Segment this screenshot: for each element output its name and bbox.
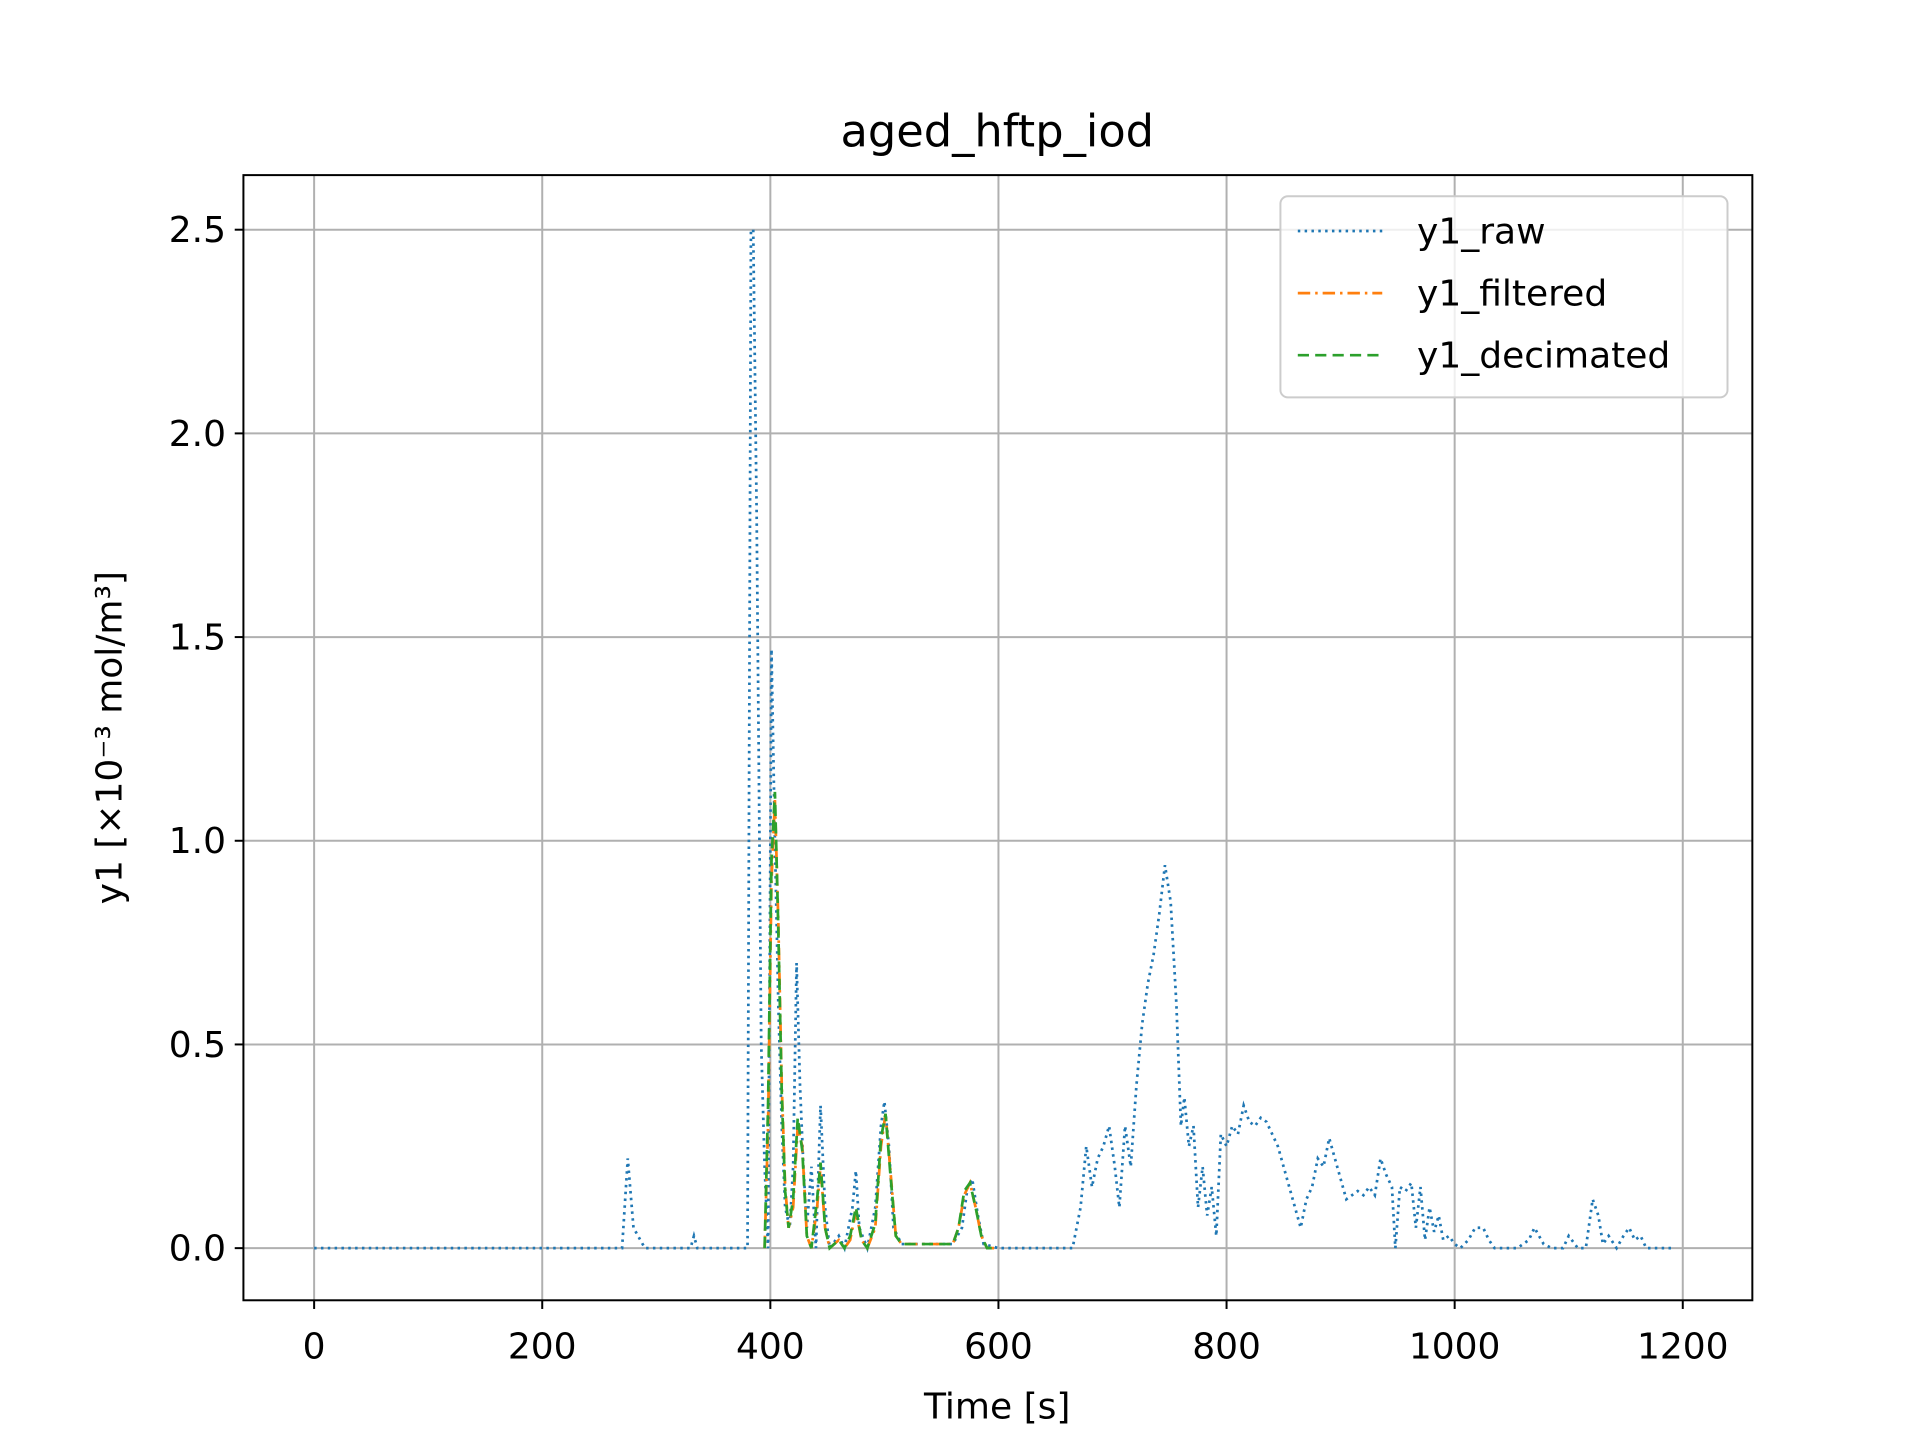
y-tick-label: 0.5: [169, 1025, 226, 1066]
x-tick-label: 600: [964, 1327, 1033, 1368]
legend-label: y1_filtered: [1417, 274, 1607, 315]
series-line: [763, 791, 996, 1252]
x-tick-label: 200: [508, 1327, 577, 1368]
y-tick-label: 2.0: [169, 414, 226, 455]
y-tick-label: 1.5: [169, 617, 226, 658]
y-axis-label: y1 [×10⁻³ mol/m³]: [90, 571, 131, 904]
plot-frame: [242, 174, 1754, 1302]
x-axis-label: Time [s]: [923, 1386, 1070, 1427]
y-tick-label: 0.0: [169, 1229, 226, 1270]
x-tick-label: 1000: [1409, 1327, 1501, 1368]
x-tick-label: 400: [736, 1327, 805, 1368]
x-tick-label: 800: [1192, 1327, 1261, 1368]
legend: y1_raw y1_filtered y1_decimated: [1279, 195, 1729, 399]
y-tick-label: 2.5: [169, 210, 226, 251]
x-tick-label: 0: [303, 1327, 326, 1368]
legend-label: y1_raw: [1417, 211, 1546, 252]
chart-title: aged_hftp_iod: [840, 106, 1154, 158]
y-tick-label: 1.0: [169, 821, 226, 862]
legend-box: [1279, 195, 1729, 399]
legend-label: y1_decimated: [1417, 336, 1670, 377]
x-tick-label: 1200: [1637, 1327, 1729, 1368]
